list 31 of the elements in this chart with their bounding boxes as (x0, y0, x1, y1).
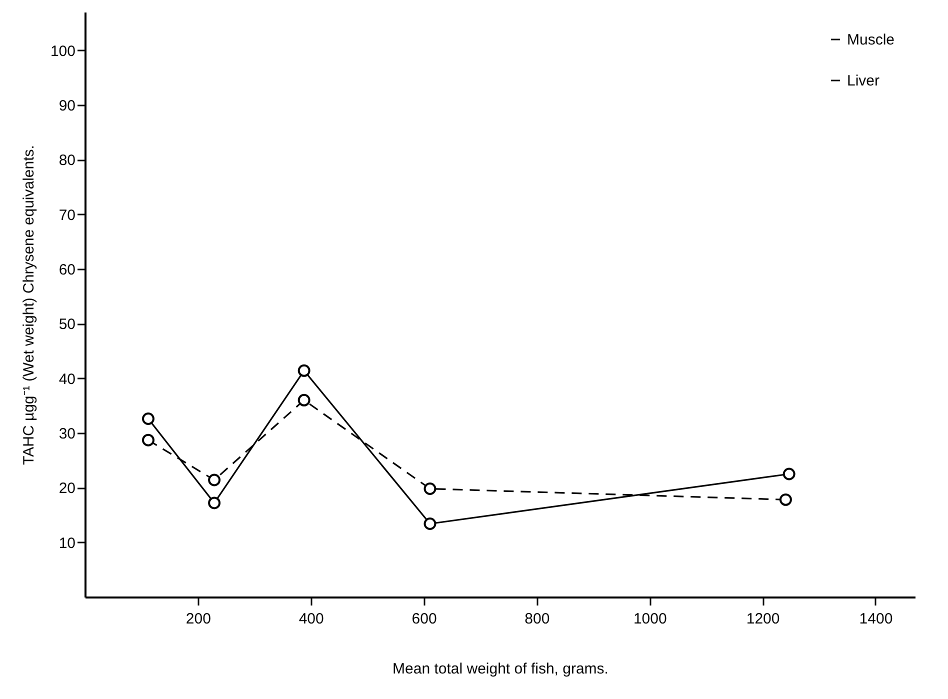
y-tick-label: 100 (50, 42, 76, 60)
y-tick-label: 40 (58, 370, 76, 388)
point (298, 364, 310, 377)
y-tick-label: 80 (58, 152, 76, 170)
y-axis-title: TAHC µgg⁻¹ (Wet weight) Chrysene equivalents. (20, 145, 38, 465)
y-tick-label: 20 (58, 480, 76, 498)
legend-label: Liver (847, 72, 880, 90)
y-tick-label: 60 (58, 261, 76, 278)
y-tick-label: 70 (58, 206, 76, 224)
x-tick-label: 1200 (746, 610, 780, 628)
x-tick-label: 400 (298, 610, 324, 628)
x-tick-label: 800 (524, 610, 550, 628)
point (208, 496, 221, 510)
point (142, 412, 154, 425)
y-tick-label: 90 (58, 97, 76, 114)
point (142, 434, 154, 446)
point (782, 468, 796, 480)
point (208, 474, 221, 486)
point (424, 518, 436, 530)
x-tick-label: 200 (186, 610, 211, 628)
y-tick-label: 50 (58, 316, 76, 334)
legend-label: Muscle (847, 32, 895, 48)
point (424, 482, 436, 495)
y-tick-label: 30 (58, 425, 76, 442)
x-tick-label: 1000 (633, 610, 667, 628)
point (779, 493, 792, 506)
point (298, 394, 310, 406)
y-tick-label: 10 (58, 534, 76, 552)
x-tick-label: 1400 (859, 610, 893, 628)
x-axis-title: Mean total weight of fish, grams. (392, 660, 608, 678)
x-tick-label: 600 (412, 610, 437, 628)
